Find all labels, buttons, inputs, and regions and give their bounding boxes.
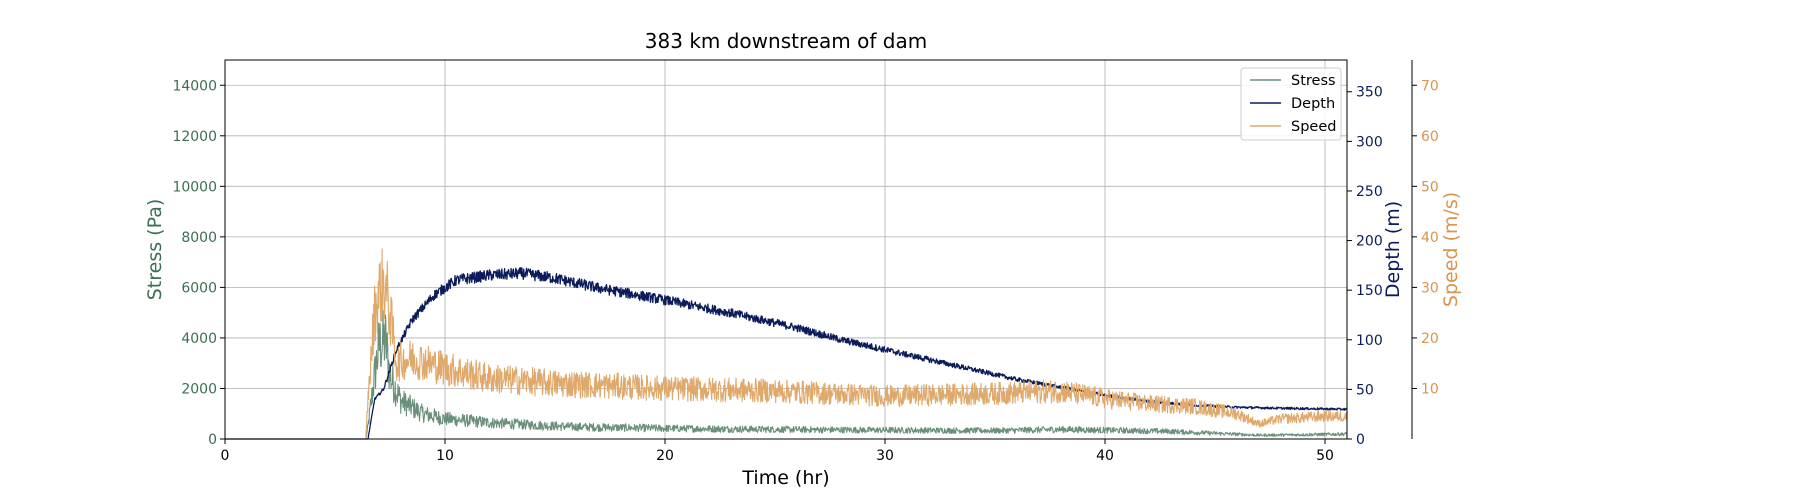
depth-tick-label: 250 (1356, 184, 1383, 200)
speed-tick-label: 40 (1421, 230, 1439, 246)
speed-tick-label: 70 (1421, 78, 1439, 94)
stress-tick-label: 8000 (181, 230, 217, 246)
legend-box (1240, 67, 1342, 141)
speed-tick-label: 20 (1421, 331, 1439, 347)
stress-tick-label: 6000 (181, 280, 217, 296)
axis-ticks: 0 10 20 30 40 5002000400060008000100001200014… (172, 78, 1438, 464)
stress-tick-label: 14000 (172, 78, 217, 94)
depth-axis-title: Depth (m) (1382, 201, 1404, 298)
depth-tick-label: 200 (1356, 234, 1383, 250)
x-axis-title: Time (hr) (741, 467, 829, 489)
depth-tick-label: 100 (1356, 333, 1383, 349)
speed-tick-label: 30 (1421, 280, 1439, 296)
stress-tick-label: 4000 (181, 331, 217, 347)
chart-title: 383 km downstream of dam (645, 29, 927, 53)
stress-tick-label: 0 (208, 432, 217, 448)
depth-tick-label: 350 (1356, 85, 1383, 101)
depth-tick-label: 300 (1356, 134, 1383, 150)
stress-tick-label: 10000 (172, 179, 217, 195)
x-tick-label: 20 (656, 448, 674, 464)
series-stress-line (224, 309, 1348, 440)
legend: Stress Depth Speed (1240, 67, 1342, 141)
plot-frame (224, 59, 1413, 440)
depth-tick-label: 50 (1356, 382, 1374, 398)
x-tick-label: 40 (1096, 448, 1114, 464)
stress-tick-label: 2000 (181, 381, 217, 397)
depth-tick-label: 150 (1356, 283, 1383, 299)
legend-label-stress: Stress (1291, 73, 1336, 89)
x-tick-label: 10 (436, 448, 454, 464)
depth-tick-label: 0 (1356, 432, 1365, 448)
stress-axis-title: Stress (Pa) (144, 199, 166, 301)
speed-tick-label: 10 (1421, 381, 1439, 397)
speed-tick-label: 60 (1421, 129, 1439, 145)
plot-series (224, 248, 1348, 440)
series-depth-line (224, 267, 1348, 440)
legend-label-depth: Depth (1291, 96, 1335, 112)
speed-tick-label: 50 (1421, 179, 1439, 195)
speed-axis-title: Speed (m/s) (1440, 192, 1462, 307)
series-speed-line (224, 248, 1348, 440)
x-tick-label: 30 (876, 448, 894, 464)
stress-tick-label: 12000 (172, 129, 217, 145)
x-tick-label: 50 (1316, 448, 1334, 464)
plot-area-border (224, 59, 1348, 440)
legend-label-speed: Speed (1291, 119, 1336, 135)
x-tick-label: 0 (221, 448, 230, 464)
